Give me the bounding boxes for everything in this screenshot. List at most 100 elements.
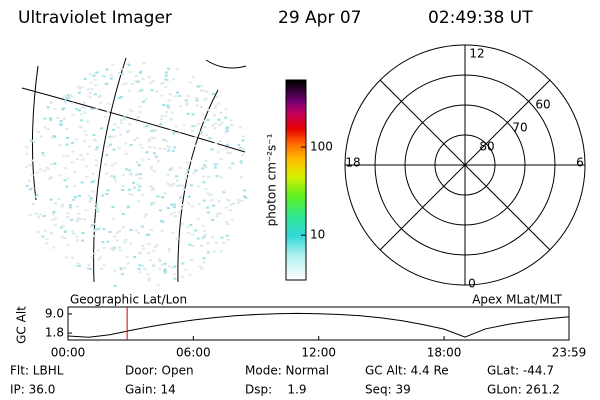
pixel: [132, 181, 136, 184]
pixel: [77, 212, 81, 215]
pixel: [142, 100, 145, 103]
pixel: [63, 94, 67, 97]
pixel: [150, 201, 154, 204]
pixel: [188, 243, 192, 246]
pixel: [220, 121, 224, 124]
pixel: [53, 108, 57, 110]
pixel: [111, 205, 115, 208]
pixel: [113, 235, 117, 238]
pixel: [164, 78, 168, 81]
pixel: [240, 199, 244, 202]
pixel: [93, 139, 97, 142]
pixel: [155, 155, 158, 158]
colorbar-cell: [286, 276, 306, 279]
pixel: [228, 166, 232, 169]
pixel: [107, 102, 111, 105]
pixel: [110, 164, 114, 167]
pixel: [153, 129, 157, 131]
polar-label: Apex MLat/MLT: [472, 293, 562, 307]
pixel: [170, 111, 174, 114]
pixel: [124, 142, 128, 145]
colorbar-cell: [286, 186, 306, 189]
pixel: [80, 181, 84, 184]
pixel: [146, 252, 150, 255]
pixel: [203, 126, 207, 128]
pixel: [103, 264, 107, 267]
pixel: [184, 99, 188, 102]
pixel: [114, 180, 118, 183]
pixel: [167, 149, 171, 152]
pixel: [45, 238, 49, 241]
x-tick-label: 06:00: [176, 346, 211, 360]
pixel: [167, 99, 171, 102]
pixel: [123, 118, 127, 121]
pixel: [136, 136, 139, 139]
pixel: [99, 94, 103, 97]
pixel: [93, 252, 97, 255]
pixel: [34, 212, 38, 215]
pixel: [225, 126, 229, 129]
pixel: [126, 129, 130, 132]
pixel: [52, 135, 56, 138]
lat-label: 80: [479, 140, 494, 154]
info-field: Door: Open: [125, 364, 194, 378]
pixel: [218, 124, 222, 127]
pixel: [90, 87, 94, 90]
pixel: [225, 221, 228, 224]
pixel: [83, 218, 86, 221]
pixel: [160, 115, 164, 118]
colorbar-cell: [286, 142, 306, 145]
pixel: [200, 133, 204, 136]
pixel: [48, 117, 52, 120]
pixel: [106, 111, 110, 113]
pixel: [92, 74, 96, 77]
pixel: [35, 194, 39, 197]
pixel: [195, 104, 199, 107]
pixel: [181, 184, 185, 187]
pixel: [66, 216, 70, 219]
pixel: [144, 98, 148, 101]
colorbar-cell: [286, 126, 306, 129]
pixel: [140, 89, 144, 92]
pixel: [214, 166, 217, 169]
pixel: [143, 215, 146, 218]
colorbar-cell: [286, 94, 306, 97]
pixel: [138, 143, 142, 146]
colorbar-cell: [286, 202, 306, 205]
colorbar-cell: [286, 182, 306, 185]
pixel: [106, 240, 110, 243]
pixel: [196, 85, 200, 88]
pixel: [202, 181, 206, 184]
pixel: [142, 62, 146, 64]
pixel: [25, 146, 29, 149]
colorbar-cell: [286, 176, 306, 179]
pixel: [199, 131, 203, 134]
pixel: [94, 148, 98, 151]
pixel: [167, 67, 170, 70]
colorbar-cell: [286, 206, 306, 209]
pixel: [56, 117, 60, 119]
pixel: [214, 142, 218, 144]
pixel: [59, 226, 63, 229]
pixel: [186, 169, 190, 172]
pixel: [225, 151, 229, 154]
info-field: GLon: 261.2: [487, 383, 560, 397]
pixel: [65, 143, 69, 146]
pixel: [145, 213, 149, 216]
pixel: [191, 76, 195, 78]
pixel: [71, 141, 74, 144]
y-tick-label: 9.0: [45, 306, 64, 320]
colorbar-cell: [286, 98, 306, 101]
pixel: [76, 158, 80, 160]
pixel: [86, 153, 89, 155]
pixel: [136, 117, 140, 120]
pixel: [191, 233, 195, 236]
pixel: [80, 113, 84, 116]
pixel: [98, 101, 102, 104]
pixel: [121, 212, 125, 215]
pixel: [206, 251, 210, 254]
pixel: [228, 209, 232, 212]
pixel: [89, 197, 93, 200]
pixel: [149, 167, 153, 170]
colorbar-cell: [286, 200, 306, 203]
